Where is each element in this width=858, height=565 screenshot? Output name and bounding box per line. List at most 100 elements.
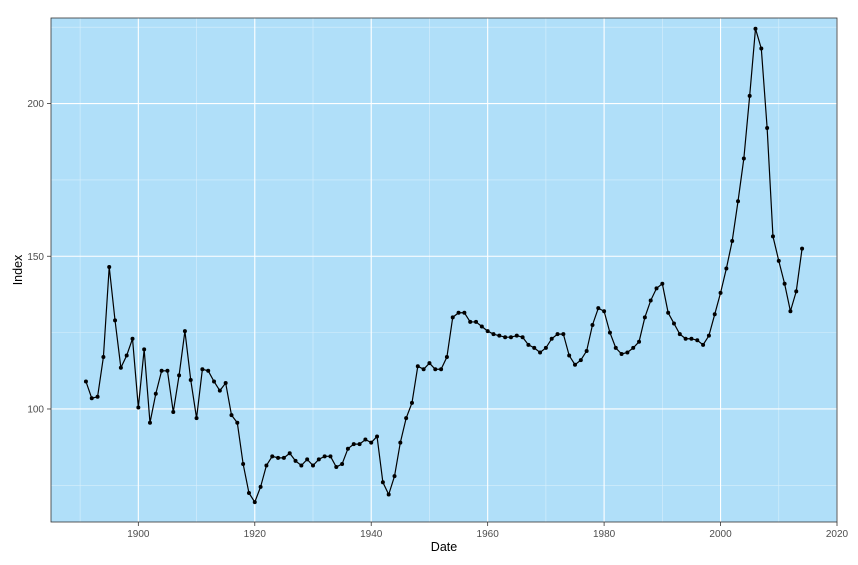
data-point	[782, 281, 787, 286]
data-point	[444, 355, 449, 360]
data-point	[578, 358, 583, 363]
data-point	[485, 329, 490, 334]
data-point	[101, 355, 106, 360]
data-point	[800, 246, 805, 251]
data-point	[607, 330, 612, 335]
data-point	[392, 474, 397, 479]
data-point	[538, 350, 543, 355]
data-point	[514, 333, 519, 338]
data-point	[543, 345, 548, 350]
plot-panel-border	[50, 17, 838, 523]
data-point	[683, 336, 688, 341]
data-point	[182, 329, 187, 334]
data-point	[648, 298, 653, 303]
data-point	[235, 420, 240, 425]
data-point	[223, 381, 228, 386]
y-tick-label: 200	[27, 99, 44, 110]
y-tick-label: 150	[27, 252, 44, 263]
data-point	[736, 199, 741, 204]
data-point	[409, 400, 414, 405]
data-point	[637, 339, 642, 344]
data-point	[351, 442, 356, 447]
data-point	[613, 345, 618, 350]
data-point	[747, 93, 752, 98]
data-point	[334, 465, 339, 470]
series-line	[85, 28, 803, 504]
x-tick-label: 1920	[244, 529, 267, 540]
data-point	[712, 312, 717, 317]
data-point	[532, 345, 537, 350]
data-point	[689, 336, 694, 341]
data-point	[287, 451, 292, 456]
data-point	[433, 367, 438, 372]
data-point	[765, 125, 770, 130]
data-point	[264, 463, 269, 468]
data-point	[474, 319, 479, 324]
data-point	[491, 332, 496, 337]
data-point	[660, 281, 665, 286]
data-point	[89, 396, 94, 401]
data-point	[276, 455, 281, 460]
x-axis: 1900 1920 1940 1960 1980 2000 2020	[127, 522, 849, 540]
data-point	[753, 26, 758, 31]
data-point	[701, 342, 706, 347]
x-tick-label: 2000	[709, 529, 732, 540]
data-point	[520, 335, 525, 340]
data-point	[677, 332, 682, 337]
data-point	[596, 306, 601, 311]
data-point	[561, 332, 566, 337]
x-tick-label: 1900	[127, 529, 150, 540]
data-point	[625, 350, 630, 355]
data-point	[776, 258, 781, 263]
data-point	[549, 336, 554, 341]
data-point	[450, 315, 455, 320]
data-point	[404, 416, 409, 421]
data-point	[479, 324, 484, 329]
y-tick-label: 100	[27, 404, 44, 415]
data-point	[83, 379, 88, 384]
data-point	[631, 345, 636, 350]
data-point	[212, 379, 217, 384]
data-point	[316, 457, 321, 462]
data-point	[468, 319, 473, 324]
x-tick-label: 2020	[826, 529, 849, 540]
data-point	[246, 490, 251, 495]
data-point	[741, 156, 746, 161]
data-point	[252, 500, 257, 505]
data-point	[345, 446, 350, 451]
data-point	[497, 333, 502, 338]
data-point	[340, 461, 345, 466]
data-point	[573, 362, 577, 367]
data-point	[229, 413, 234, 418]
data-point	[584, 348, 589, 353]
data-point	[142, 347, 147, 352]
data-point	[165, 368, 170, 373]
data-point	[322, 454, 327, 459]
x-tick-label: 1940	[360, 529, 383, 540]
y-axis-title: Index	[11, 254, 25, 285]
x-tick-label: 1960	[477, 529, 500, 540]
data-point	[380, 480, 385, 485]
data-point	[619, 352, 624, 356]
data-point	[567, 353, 572, 358]
data-point	[258, 484, 263, 489]
data-point	[293, 458, 298, 463]
data-point	[456, 310, 461, 315]
data-point	[270, 454, 275, 459]
data-point	[439, 367, 444, 372]
data-point	[305, 457, 310, 462]
data-point	[602, 309, 607, 314]
plot-panel-background	[51, 18, 837, 522]
data-point	[311, 463, 315, 468]
data-point	[526, 342, 531, 347]
data-point	[770, 234, 775, 239]
y-axis: 100 150 200	[27, 99, 51, 415]
data-point	[503, 335, 508, 340]
data-point	[217, 388, 222, 393]
data-point	[153, 391, 158, 396]
series-points	[83, 26, 805, 505]
x-axis-title: Date	[431, 540, 457, 554]
data-point	[730, 238, 735, 243]
data-point	[147, 420, 152, 425]
data-point	[654, 286, 659, 291]
